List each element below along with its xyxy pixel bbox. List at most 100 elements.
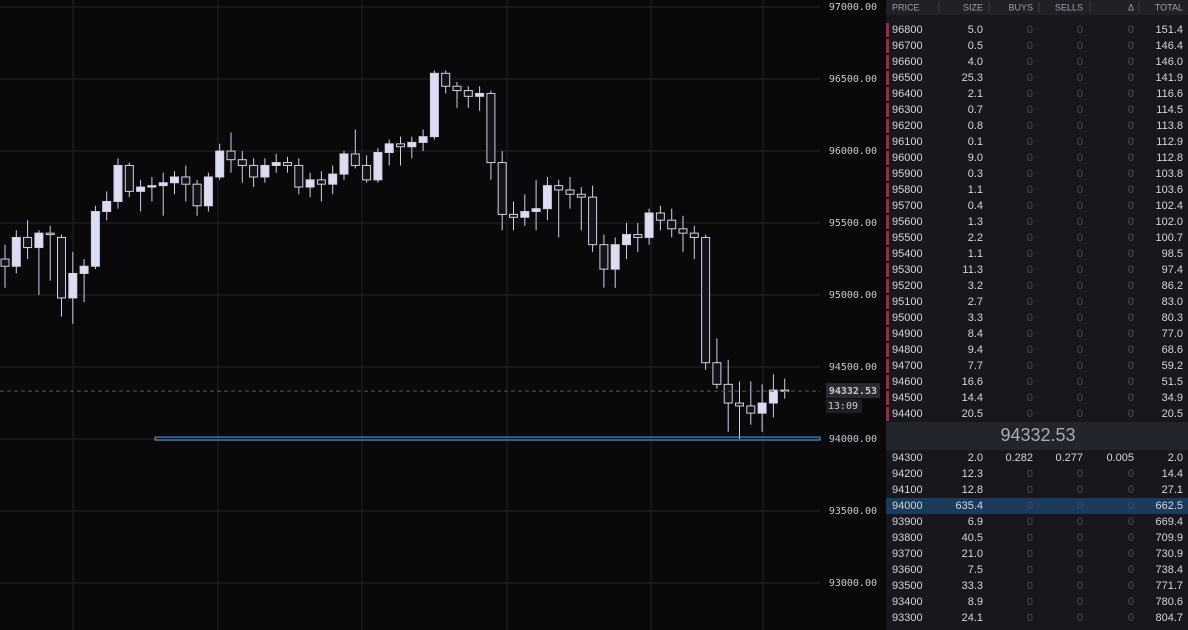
- ask-cell: 94800: [892, 344, 923, 356]
- ask-cell: 0.5: [968, 40, 983, 52]
- ask-accent: [886, 39, 889, 53]
- bid-cell: 94300: [892, 452, 923, 464]
- ask-cell: 0: [1027, 184, 1033, 196]
- candle-body: [113, 164, 123, 202]
- ask-cell: 0: [1027, 200, 1033, 212]
- ask-cell: 0: [1128, 88, 1134, 100]
- bid-cell: 0: [1027, 564, 1033, 576]
- ask-cell: 0: [1077, 344, 1083, 356]
- ask-cell: 95800: [892, 184, 923, 196]
- bid-cell: 0: [1027, 532, 1033, 544]
- y-tick-label: 93500.00: [829, 506, 877, 517]
- candle-body: [34, 232, 44, 249]
- ask-cell: 0.1: [968, 136, 983, 148]
- ask-cell: 0: [1128, 184, 1134, 196]
- bid-cell: 0: [1128, 564, 1134, 576]
- ask-cell: 0: [1128, 152, 1134, 164]
- ask-cell: 96100: [892, 136, 923, 148]
- ask-cell: 86.2: [1162, 280, 1183, 292]
- bid-cell: 730.9: [1155, 548, 1183, 560]
- ask-cell: 0: [1077, 360, 1083, 372]
- ask-cell: 95900: [892, 168, 923, 180]
- ask-cell: 20.5: [1162, 408, 1183, 420]
- bid-cell: 12.8: [962, 484, 983, 496]
- bid-cell: 93500: [892, 580, 923, 592]
- ask-cell: 94900: [892, 328, 923, 340]
- ask-cell: 0: [1077, 408, 1083, 420]
- candle-body: [316, 179, 326, 185]
- ask-accent: [886, 263, 889, 277]
- ask-cell: 14.4: [962, 392, 983, 404]
- ask-cell: 96700: [892, 40, 923, 52]
- ask-cell: 0: [1077, 136, 1083, 148]
- order-book-background: [886, 0, 1188, 630]
- ask-cell: 95500: [892, 232, 923, 244]
- bid-cell: 0: [1027, 580, 1033, 592]
- ask-accent: [886, 167, 889, 181]
- ask-accent: [886, 279, 889, 293]
- bid-cell: 0: [1077, 468, 1083, 480]
- ask-cell: 0: [1077, 392, 1083, 404]
- candle-body: [339, 153, 349, 175]
- ask-accent: [886, 391, 889, 405]
- candle-body: [723, 383, 733, 404]
- bid-cell: 0.005: [1106, 452, 1134, 464]
- bid-cell: 0: [1077, 564, 1083, 576]
- ask-cell: 0: [1128, 408, 1134, 420]
- ask-cell: 0: [1128, 248, 1134, 260]
- order-book-header: [886, 0, 1188, 15]
- ask-accent: [886, 183, 889, 197]
- ask-cell: 0: [1128, 104, 1134, 116]
- candle-body: [11, 236, 21, 267]
- ask-cell: 0: [1128, 296, 1134, 308]
- mid-price-box: [886, 422, 1188, 450]
- ask-accent: [886, 135, 889, 149]
- ask-accent: [886, 55, 889, 69]
- ask-cell: 0: [1027, 72, 1033, 84]
- candle-body: [0, 258, 10, 267]
- ask-cell: 98.5: [1162, 248, 1183, 260]
- ask-cell: 0: [1128, 216, 1134, 228]
- candle-body: [170, 176, 179, 184]
- ask-cell: 0: [1027, 232, 1033, 244]
- ask-cell: 8.4: [968, 328, 983, 340]
- bid-cell: 0: [1128, 484, 1134, 496]
- ask-cell: 0: [1077, 312, 1083, 324]
- candle-body: [373, 151, 383, 181]
- bid-cell: 0: [1077, 596, 1083, 608]
- candle-body: [588, 196, 598, 246]
- candle-body: [520, 211, 530, 218]
- bid-cell: 0: [1128, 596, 1134, 608]
- ask-cell: 0: [1077, 104, 1083, 116]
- ask-accent: [886, 215, 889, 229]
- ask-cell: 94700: [892, 360, 923, 372]
- ask-cell: 83.0: [1162, 296, 1183, 308]
- candle-body: [655, 212, 665, 221]
- candle-body: [181, 176, 191, 185]
- bid-cell: 2.0: [1168, 452, 1183, 464]
- ask-cell: 1.1: [968, 248, 983, 260]
- y-tick-label: 96000.00: [829, 146, 877, 157]
- ask-accent: [886, 343, 889, 357]
- ask-cell: 0: [1027, 408, 1033, 420]
- candle-body: [396, 143, 405, 148]
- bid-cell: 635.4: [955, 500, 983, 512]
- countdown-box: [826, 399, 862, 414]
- bid-cell: 662.5: [1155, 500, 1183, 512]
- ask-accent: [886, 151, 889, 165]
- bid-cell: 40.5: [962, 532, 983, 544]
- ask-cell: 112.9: [1156, 136, 1183, 148]
- column-header: TOTAL: [1155, 2, 1183, 12]
- ask-cell: 9.4: [968, 344, 983, 356]
- ask-cell: 0: [1128, 312, 1134, 324]
- bid-cell: 93800: [892, 532, 923, 544]
- bid-cell: 0: [1128, 580, 1134, 592]
- ask-cell: 0: [1128, 200, 1134, 212]
- ask-accent: [886, 295, 889, 309]
- ask-cell: 95600: [892, 216, 923, 228]
- y-tick-label: 95500.00: [829, 218, 877, 229]
- candle-body: [746, 405, 756, 414]
- candle-body: [68, 272, 78, 299]
- ask-cell: 11.3: [962, 264, 983, 276]
- candle-body: [350, 153, 360, 166]
